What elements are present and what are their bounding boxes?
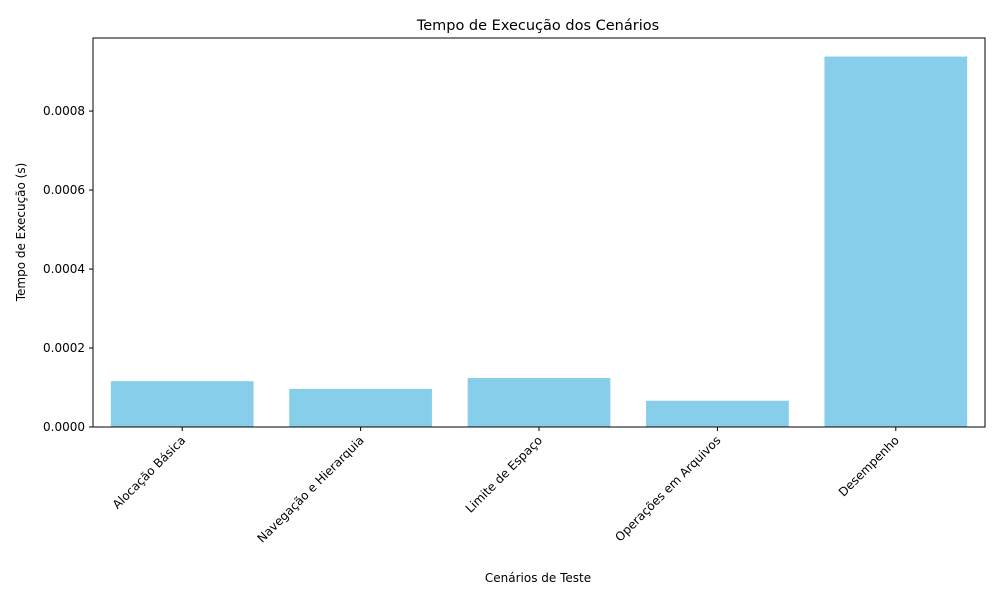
x-tick-label: Operações em Arquivos (612, 433, 723, 544)
x-tick-label: Limite de Espaço (463, 433, 545, 515)
y-tick-label: 0.0008 (43, 104, 85, 118)
x-tick-label: Desempenho (836, 433, 902, 499)
plot-frame (92, 37, 986, 428)
x-tick-label: Alocação Básica (110, 433, 189, 512)
y-tick-label: 0.0006 (43, 183, 85, 197)
y-axis-title: Tempo de Execução (s) (14, 163, 28, 303)
bars-group (110, 56, 968, 427)
bar-2 (467, 378, 611, 427)
bar-3 (646, 400, 789, 427)
y-tick-label: 0.0000 (43, 420, 85, 434)
y-tick-label: 0.0002 (43, 341, 85, 355)
chart-title: Tempo de Execução dos Cenários (416, 18, 659, 34)
x-axis-title: Cenários de Teste (485, 571, 591, 585)
x-tick-label: Navegação e Hierarquia (254, 433, 366, 545)
bar-0 (110, 381, 254, 427)
bar-4 (824, 56, 968, 427)
bar-1 (289, 388, 432, 427)
y-tick-label: 0.0004 (43, 262, 85, 276)
x-axis: Alocação Básica Navegação e Hierarquia Lim… (110, 427, 902, 545)
y-axis: 0.0000 0.0002 0.0004 0.0006 0.0008 (43, 104, 93, 434)
